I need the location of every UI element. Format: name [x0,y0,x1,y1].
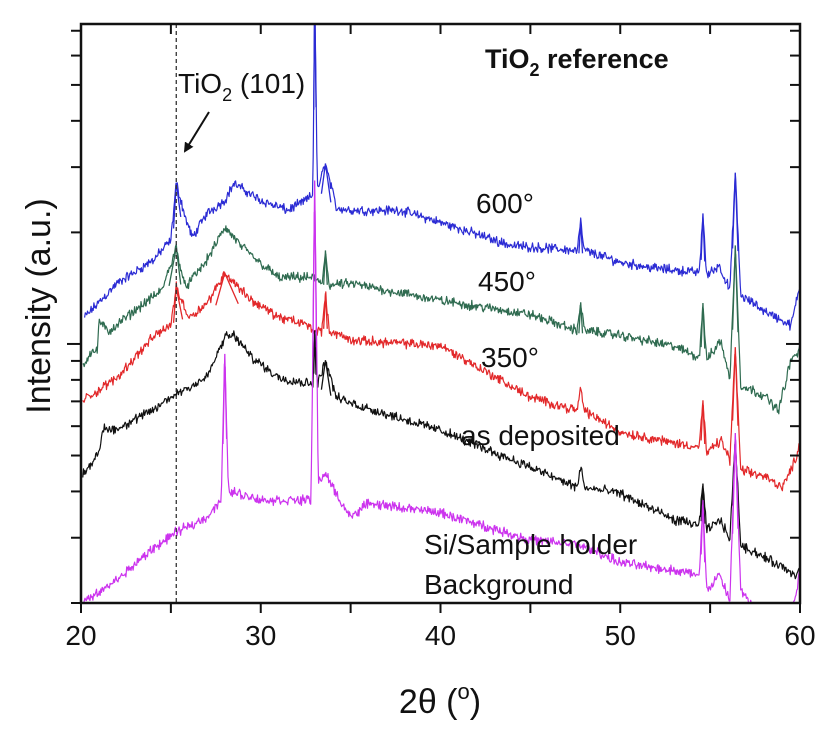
series-peak-3 [320,360,332,396]
x-tick-label: 50 [605,620,636,651]
series-peak-0 [731,172,739,252]
peak-annotation: TiO2 (101) [178,68,305,105]
series-label-350: 350° [481,342,539,373]
series-peak-2 [700,400,706,445]
series-line-3 [82,330,800,580]
series-line-1 [82,225,800,415]
series-peak-2 [323,293,328,329]
series-peak-1 [323,250,328,285]
series-peak-0 [313,24,317,110]
series-peak-0 [320,163,332,203]
series-label-background-line1: Si/Sample holder [424,529,637,560]
series-peak-0 [172,182,182,229]
tick-layer [67,24,801,613]
series-peak-4 [731,433,739,534]
series-peak-4 [700,500,706,563]
series-line-0 [84,24,800,331]
x-tick-label: 20 [65,620,96,651]
series-peak-4 [222,353,228,444]
series-peak-0 [700,213,706,262]
series-peak-2 [172,287,184,323]
x-tick-label: 30 [245,620,276,651]
x-tick-label: 40 [425,620,456,651]
series-line-4 [82,210,800,603]
series-peak-1 [578,302,584,334]
series-peak-1 [700,302,706,349]
series-peak-3 [313,330,317,375]
series-label-600: 600° [476,188,534,219]
series-layer [82,24,800,603]
chart-title: TiO2 reference [485,44,669,80]
series-peak-2 [731,347,739,426]
series-peak-4 [312,180,318,358]
plot-frame [79,22,802,605]
series-line-2 [82,271,800,492]
x-axis-title: 2θ (o) [399,679,481,721]
x-tick-label: 60 [784,620,815,651]
series-peak-3 [700,483,706,524]
series-peak-0 [578,222,584,254]
annotation-arrow [183,111,210,153]
series-label-as-deposited: as deposited [461,420,620,451]
series-label-450: 450° [478,266,536,297]
series-peak-1 [168,247,182,287]
series-peak-1 [731,245,739,333]
y-axis-title: Intensity (a.u.) [20,198,58,413]
series-peak-2 [215,271,239,306]
series-label-background-line2: Background [424,569,573,600]
x-tick-labels: 20 30 40 50 60 [65,620,815,651]
